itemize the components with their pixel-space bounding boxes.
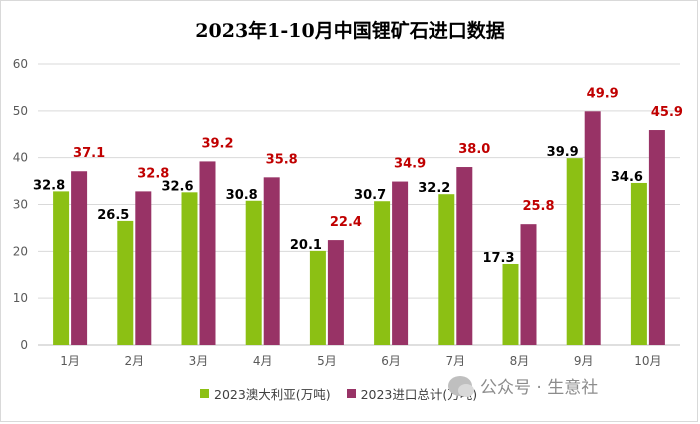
data-label: 32.6 (161, 179, 193, 194)
x-tick-label: 1月 (60, 354, 80, 368)
y-tick-label: 10 (13, 291, 28, 305)
data-label: 38.0 (458, 142, 490, 157)
y-tick-label: 30 (13, 198, 28, 212)
data-label: 45.9 (651, 105, 683, 120)
x-tick-label: 10月 (634, 354, 661, 368)
data-label: 17.3 (482, 251, 514, 266)
x-tick-label: 6月 (381, 354, 401, 368)
data-label: 32.2 (418, 181, 450, 196)
data-label: 34.6 (611, 170, 643, 185)
legend-swatch-total (346, 389, 356, 398)
legend-item-australia: 2023澳大利亚(万吨) (200, 384, 331, 403)
data-label: 32.8 (33, 178, 65, 193)
data-label: 32.8 (137, 166, 169, 181)
bar-australia (309, 250, 326, 345)
x-tick-label: 9月 (574, 354, 594, 368)
x-tick-label: 2月 (124, 354, 144, 368)
data-label: 30.7 (354, 188, 386, 203)
data-label: 30.8 (226, 188, 258, 203)
watermark: 公众号 · 生意社 (448, 373, 598, 398)
y-tick-label: 0 (20, 338, 28, 352)
y-tick-label: 60 (13, 57, 28, 71)
legend-item-total: 2023进口总计(万吨) (346, 384, 478, 403)
x-tick-label: 7月 (445, 354, 465, 368)
data-label: 20.1 (290, 238, 322, 253)
data-label: 25.8 (522, 199, 554, 214)
y-tick-label: 50 (13, 104, 28, 118)
wechat-icon (448, 375, 474, 397)
bar-australia (438, 194, 455, 345)
bar-australia (566, 158, 583, 345)
data-label: 39.2 (201, 136, 233, 151)
data-label: 26.5 (97, 208, 129, 223)
bar-australia (502, 263, 519, 345)
bar-total (520, 224, 537, 345)
bar-australia (630, 182, 647, 345)
bar-total (199, 161, 216, 345)
data-label: 34.9 (394, 157, 426, 172)
bar-australia (374, 201, 391, 345)
x-tick-label: 4月 (253, 354, 273, 368)
bar-total (584, 111, 601, 345)
data-label: 22.4 (330, 215, 362, 230)
bar-total (71, 171, 88, 345)
bar-australia (181, 192, 198, 345)
data-label: 39.9 (547, 145, 579, 160)
data-label: 35.8 (266, 152, 298, 167)
legend-label-total: 2023进口总计(万吨) (360, 387, 478, 402)
data-label: 49.9 (587, 86, 619, 101)
bar-total (327, 240, 344, 345)
bar-total (392, 181, 409, 345)
bar-total (456, 167, 473, 345)
legend: 2023澳大利亚(万吨) 2023进口总计(万吨) (200, 384, 493, 403)
bar-australia (117, 220, 134, 345)
y-tick-label: 40 (13, 151, 28, 165)
bar-total (648, 130, 665, 345)
y-tick-label: 20 (13, 244, 28, 258)
data-label: 37.1 (73, 146, 105, 161)
bar-australia (245, 200, 262, 345)
x-tick-label: 8月 (510, 354, 530, 368)
chart-title: 2023年1-10月中国锂矿石进口数据 (195, 20, 505, 42)
watermark-text: 公众号 · 生意社 (480, 378, 599, 398)
x-tick-label: 5月 (317, 354, 337, 368)
x-tick-label: 3月 (189, 354, 209, 368)
bar-total (263, 177, 280, 345)
bar-total (135, 191, 152, 345)
legend-label-australia: 2023澳大利亚(万吨) (214, 387, 331, 402)
legend-swatch-australia (200, 389, 209, 398)
bar-australia (53, 191, 70, 345)
